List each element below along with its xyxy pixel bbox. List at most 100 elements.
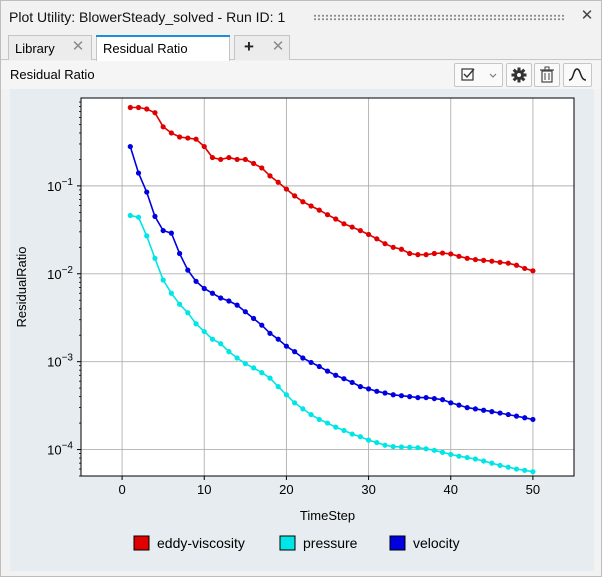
- data-point: [456, 402, 462, 408]
- data-point: [308, 411, 314, 418]
- data-point: [283, 343, 290, 349]
- data-point: [341, 427, 347, 434]
- data-point: [357, 227, 363, 234]
- data-point: [398, 246, 405, 252]
- legend-label-eddy-viscosity[interactable]: eddy-viscosity: [157, 535, 245, 551]
- data-point: [177, 250, 183, 257]
- data-point: [250, 315, 257, 322]
- data-point: [522, 265, 528, 272]
- data-point: [201, 143, 207, 150]
- close-icon[interactable]: ✕: [271, 38, 285, 55]
- data-point: [127, 212, 133, 219]
- gear-icon: [511, 67, 527, 83]
- trash-icon: [540, 66, 554, 83]
- drag-handle[interactable]: [313, 14, 565, 21]
- data-point: [193, 278, 199, 284]
- data-point: [209, 154, 216, 161]
- data-point: [439, 397, 446, 403]
- data-point: [152, 255, 158, 261]
- data-point: [234, 355, 240, 361]
- data-point: [489, 258, 495, 264]
- data-point: [316, 363, 322, 370]
- data-point: [209, 336, 216, 342]
- data-point: [218, 295, 224, 301]
- data-point: [275, 179, 281, 185]
- legend-swatch-eddy-viscosity[interactable]: [133, 535, 150, 551]
- data-point: [242, 156, 248, 163]
- close-icon[interactable]: ✕: [71, 38, 85, 55]
- data-point: [324, 368, 331, 374]
- data-point: [505, 411, 511, 418]
- data-point: [127, 143, 133, 150]
- data-point: [177, 301, 183, 307]
- y-tick-label: 10−1: [47, 177, 73, 194]
- checkbox-menu-button[interactable]: [454, 63, 503, 87]
- curve-button[interactable]: [563, 63, 592, 87]
- data-point: [472, 456, 478, 462]
- data-point: [308, 359, 314, 366]
- data-point: [407, 250, 413, 257]
- data-point: [168, 130, 174, 136]
- data-point: [415, 252, 421, 258]
- close-icon[interactable]: ✕: [580, 7, 594, 24]
- data-point: [349, 379, 355, 386]
- data-point: [144, 106, 150, 112]
- data-point: [333, 216, 339, 222]
- data-point: [234, 156, 240, 163]
- data-point: [382, 390, 388, 396]
- data-point: [193, 136, 199, 142]
- data-point: [407, 444, 413, 450]
- data-point: [234, 302, 240, 308]
- residual-chart[interactable]: 0 10 20 30 40 50 10−4 10−3 10−2 10−1 TimeStep Resid…: [10, 89, 594, 571]
- legend-label-pressure[interactable]: pressure: [303, 535, 358, 551]
- data-point: [226, 154, 232, 161]
- data-point: [481, 407, 487, 413]
- data-point: [349, 431, 355, 437]
- data-point: [390, 444, 396, 450]
- data-point: [259, 370, 265, 376]
- data-point: [226, 298, 232, 304]
- data-point: [275, 384, 281, 390]
- data-point: [218, 341, 224, 347]
- data-point: [267, 173, 273, 179]
- legend-label-velocity[interactable]: velocity: [413, 535, 460, 551]
- y-tick-label: 10−2: [47, 265, 73, 282]
- data-point: [275, 336, 281, 342]
- tab-library[interactable]: Library ✕: [8, 35, 92, 60]
- plus-icon[interactable]: +: [244, 37, 254, 56]
- data-point: [242, 361, 248, 367]
- legend-swatch-pressure[interactable]: [279, 535, 296, 551]
- data-point: [423, 252, 429, 258]
- tab-residual-ratio[interactable]: Residual Ratio: [96, 35, 230, 61]
- data-point: [448, 400, 454, 406]
- data-point: [333, 372, 339, 378]
- data-point: [464, 454, 470, 461]
- data-point: [193, 321, 199, 327]
- data-point: [415, 445, 421, 451]
- data-point: [448, 251, 454, 257]
- x-tick-label: 0: [118, 482, 125, 497]
- title-bar[interactable]: Plot Utility: BlowerSteady_solved - Run …: [1, 1, 601, 33]
- settings-button[interactable]: [506, 63, 532, 87]
- data-point: [530, 268, 536, 274]
- data-point: [185, 267, 191, 273]
- data-point: [472, 406, 478, 412]
- data-point: [431, 395, 437, 402]
- legend-swatch-velocity[interactable]: [389, 535, 406, 551]
- data-point: [464, 405, 470, 411]
- data-point: [522, 467, 528, 473]
- x-tick-label: 30: [361, 482, 375, 497]
- panel-label: Residual Ratio: [10, 67, 95, 82]
- delete-button[interactable]: [534, 63, 560, 87]
- data-point: [324, 420, 331, 426]
- data-point: [439, 449, 446, 455]
- data-point: [522, 415, 528, 421]
- data-point: [152, 213, 158, 219]
- data-point: [168, 230, 174, 236]
- data-point: [481, 458, 487, 464]
- data-point: [201, 285, 207, 292]
- data-point: [292, 349, 298, 355]
- data-point: [398, 444, 405, 450]
- data-point: [513, 262, 520, 268]
- add-tab-button[interactable]: + ✕: [234, 35, 290, 60]
